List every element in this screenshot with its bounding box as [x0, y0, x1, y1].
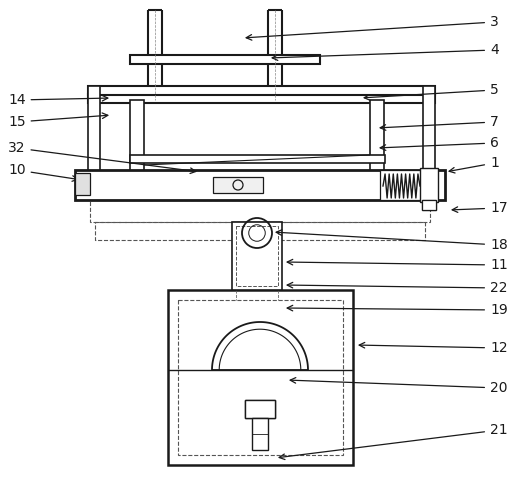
- Bar: [370, 100, 384, 175]
- Text: 12: 12: [359, 341, 508, 355]
- Bar: [252, 418, 268, 450]
- Text: 5: 5: [364, 83, 499, 100]
- Bar: [236, 226, 278, 286]
- Bar: [420, 168, 438, 202]
- Bar: [423, 86, 435, 176]
- Text: 15: 15: [8, 113, 108, 129]
- Bar: [90, 200, 430, 222]
- Text: 7: 7: [380, 115, 499, 130]
- Bar: [88, 86, 100, 176]
- Bar: [232, 222, 282, 290]
- Bar: [380, 170, 425, 200]
- Text: 20: 20: [290, 378, 507, 395]
- Bar: [75, 173, 90, 195]
- Text: 11: 11: [287, 258, 508, 272]
- Text: 22: 22: [287, 281, 507, 295]
- Text: 4: 4: [272, 43, 499, 60]
- Bar: [178, 300, 343, 455]
- Bar: [88, 86, 435, 95]
- Text: 6: 6: [380, 136, 499, 150]
- Bar: [245, 400, 275, 418]
- Text: 10: 10: [8, 163, 78, 181]
- Bar: [130, 100, 144, 175]
- Bar: [245, 400, 275, 418]
- Text: 1: 1: [449, 156, 499, 173]
- Bar: [168, 290, 353, 465]
- Text: 14: 14: [8, 93, 108, 107]
- Bar: [95, 222, 425, 240]
- Text: 32: 32: [8, 141, 196, 173]
- Bar: [422, 200, 436, 210]
- Bar: [422, 200, 436, 210]
- Text: 21: 21: [279, 423, 508, 459]
- Bar: [213, 177, 263, 193]
- Text: 19: 19: [287, 303, 508, 317]
- Text: 17: 17: [452, 201, 508, 215]
- Bar: [88, 94, 435, 103]
- Text: 3: 3: [246, 15, 499, 40]
- Bar: [130, 155, 385, 163]
- Bar: [130, 55, 320, 64]
- Bar: [75, 170, 445, 200]
- Text: 18: 18: [276, 230, 508, 252]
